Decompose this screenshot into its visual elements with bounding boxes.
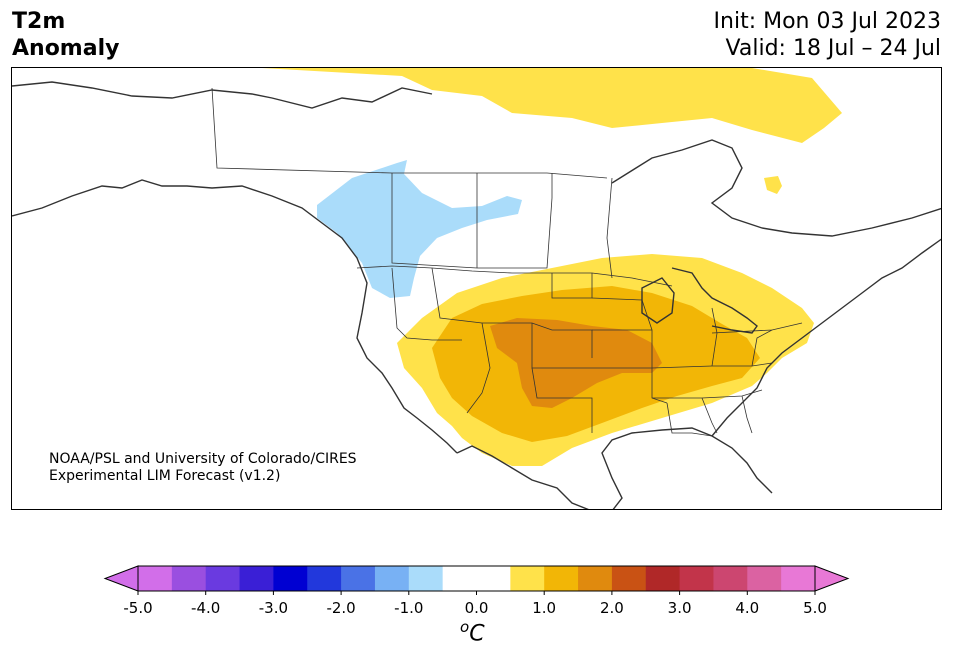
colorbar-tick-label: -2.0 [326, 599, 356, 617]
colorbar-tick-label: 0.0 [464, 599, 489, 617]
colorbar-segment [578, 566, 613, 591]
colorbar-segment [476, 566, 511, 591]
colorbar-segment [239, 566, 274, 591]
colorbar-segment [138, 566, 173, 591]
colorbar-segment [713, 566, 748, 591]
degree-superscript: o [460, 618, 470, 636]
title-line-1: T2m [12, 9, 66, 34]
colorbar-segment [273, 566, 308, 591]
warm-area-arctic [262, 68, 842, 143]
colorbar-segment [408, 566, 444, 591]
colorbar-tick-label: 4.0 [735, 599, 760, 617]
colorbar-tick-label: -3.0 [258, 599, 289, 617]
colorbar-segment [747, 566, 782, 591]
colorbar-segment [510, 566, 545, 591]
colorbar-segment [611, 566, 647, 591]
warm-area-hudson [764, 176, 782, 194]
colorbar-segment [205, 566, 241, 591]
forecast-dates: Init: Mon 03 Jul 2023 Valid: 18 Jul – 24… [714, 8, 941, 62]
colorbar-segment [781, 566, 816, 591]
title-line-2: Anomaly [12, 36, 120, 61]
cool-area-west-canada [317, 160, 522, 298]
colorbar-tick-label: 2.0 [599, 599, 624, 617]
colorbar-tick-label: -1.0 [394, 599, 424, 617]
credit-line-2: Experimental LIM Forecast (v1.2) [49, 468, 281, 484]
units-label: C [469, 621, 485, 647]
map-title: T2m Anomaly [12, 8, 119, 62]
colorbar-tick-label: 5.0 [803, 599, 827, 617]
colorbar-segment [341, 566, 376, 591]
init-date: Init: Mon 03 Jul 2023 [713, 9, 941, 34]
colorbar-tick-label: -5.0 [123, 599, 153, 617]
colorbar-segment [544, 566, 579, 591]
colorbar-segment [442, 566, 477, 591]
colorbar-segment [171, 566, 207, 591]
credit-line-1: NOAA/PSL and University of Colorado/CIRE… [49, 451, 357, 467]
colorbar-segment [679, 566, 714, 591]
political-boundaries [211, 87, 803, 437]
colorbar-tick-label: -4.0 [191, 599, 221, 617]
anomaly-map: NOAA/PSL and University of Colorado/CIRE… [11, 67, 942, 510]
colorbar-extend-low [103, 565, 139, 592]
colorbar-tick-label: 1.0 [532, 599, 557, 617]
warm-area-us-strong [490, 318, 662, 408]
colorbar-units: oC [460, 618, 485, 646]
valid-date: Valid: 18 Jul – 24 Jul [725, 36, 941, 61]
data-credit: NOAA/PSL and University of Colorado/CIRE… [49, 451, 357, 485]
map-canvas [12, 68, 941, 509]
colorbar-segment [645, 566, 681, 591]
colorbar-tick-label: 3.0 [667, 599, 692, 617]
colorbar-segment [374, 566, 410, 591]
colorbar-segment [307, 566, 342, 591]
colorbar-extend-high [814, 565, 850, 592]
